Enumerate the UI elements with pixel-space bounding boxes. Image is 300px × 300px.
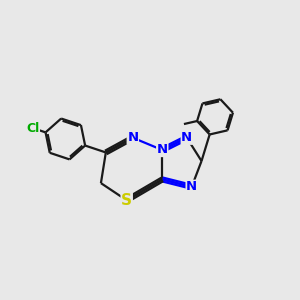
Text: S: S [121, 193, 132, 208]
Text: N: N [186, 180, 197, 193]
Text: N: N [127, 131, 138, 144]
Text: Cl: Cl [26, 122, 39, 135]
Text: N: N [181, 131, 192, 144]
Text: N: N [157, 143, 168, 157]
